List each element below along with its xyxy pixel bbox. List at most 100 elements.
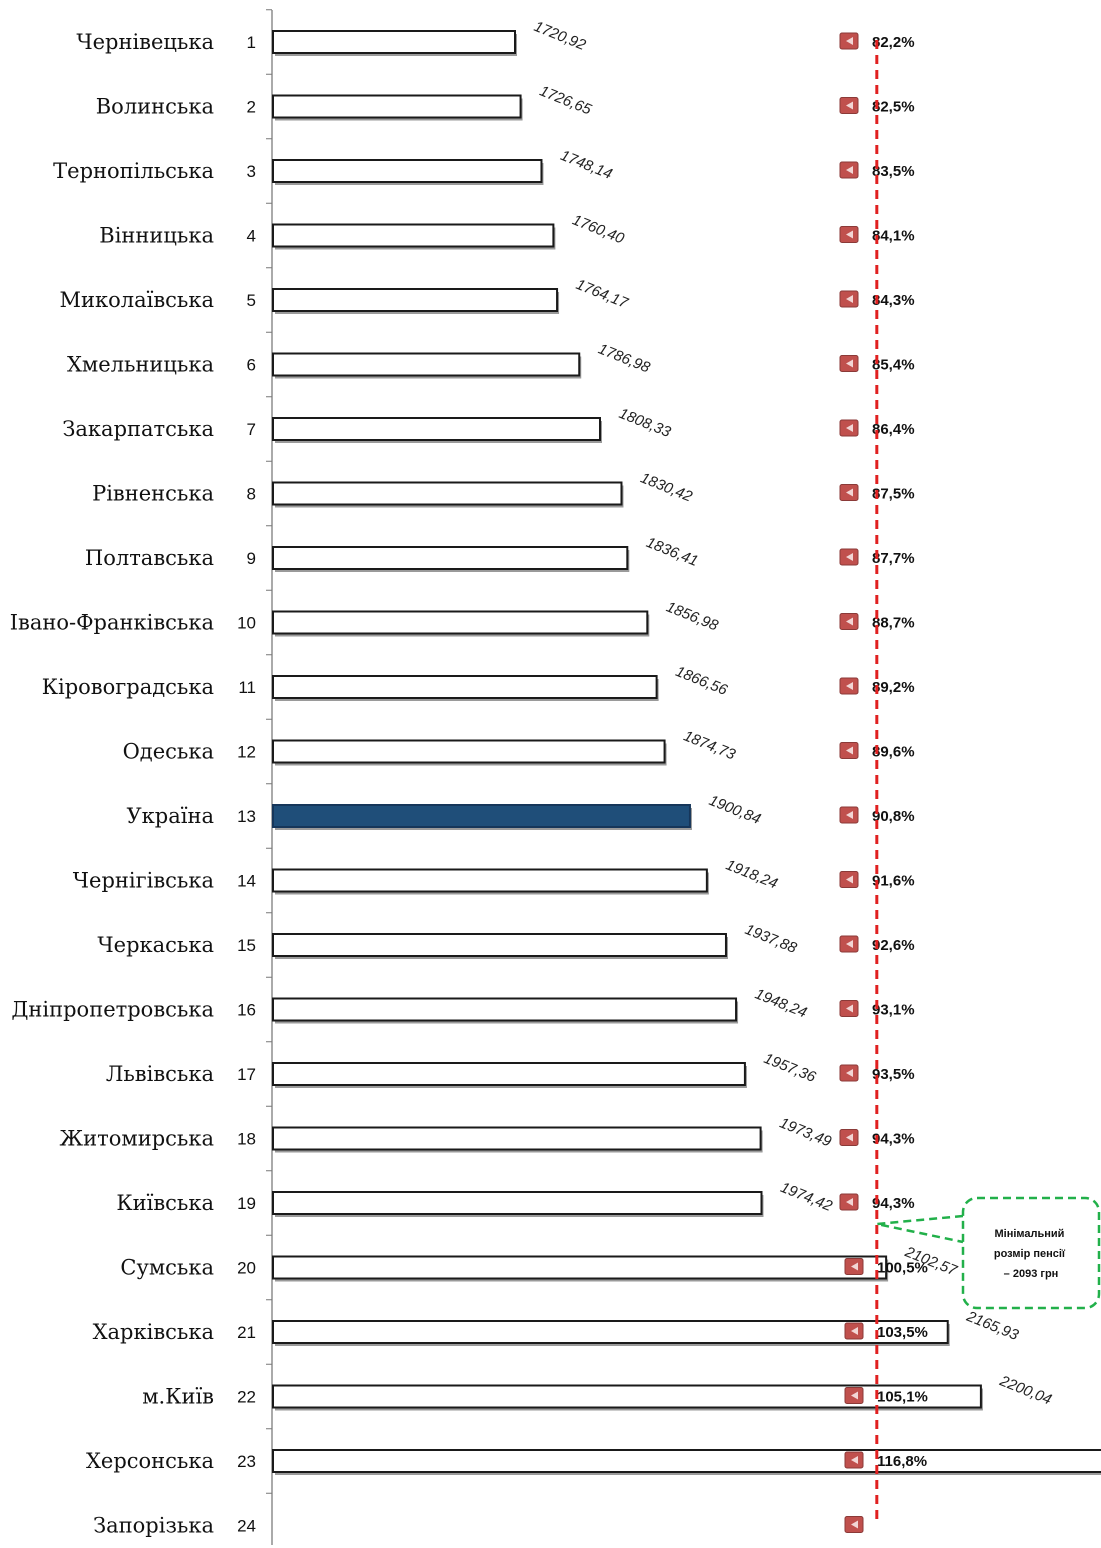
region-name: Черкаська [97,933,214,957]
rank-number: 11 [238,678,256,697]
bar [272,1449,1101,1473]
percent-marker-icon [839,935,859,953]
region-name: Чернівецька [76,30,214,54]
bar [272,223,555,248]
value-label: 1720,92 [532,18,589,54]
annotation-box [961,1196,1101,1310]
bar [272,159,543,183]
value-label: 1808,33 [616,405,673,441]
rank-number: 21 [237,1323,256,1342]
percent-marker-icon [839,677,859,695]
region-name: Херсонська [86,1449,214,1473]
bar [272,1126,762,1151]
region-name: Тернопільська [53,159,214,183]
region-name: Хмельницька [67,353,214,377]
percent-label: 116,8% [877,1453,927,1470]
region-name: Харківська [93,1320,214,1344]
bar-row: Тернопільська 3 1748,14 83,5% [53,138,915,185]
bar-row: Львівська 17 1957,36 93,5% [106,1041,915,1088]
value-label: 1760,40 [570,211,627,247]
value-label: 1748,14 [558,147,615,183]
bar-row: Дніпропетровська 16 1948,24 93,1% [11,976,915,1024]
percent-label: 94,3% [872,1195,915,1212]
percent-marker-icon [844,1516,864,1533]
percent-marker-icon [844,1322,864,1340]
value-label: 1874,73 [681,727,738,763]
region-name: Вінницька [99,224,214,248]
percent-marker-icon [839,1064,859,1082]
marker-arrow [851,1327,858,1335]
bar-row: Рівненська 8 1830,42 87,5% [92,460,915,508]
value-label: 1830,42 [638,469,695,505]
percent-label: 82,5% [872,99,915,116]
region-name: Івано-Франківська [10,611,214,635]
annotation-text: Мінімальний розмір пенсії – 2093 грн [994,1228,1068,1280]
marker-arrow [851,1520,858,1529]
region-name: Рівненська [92,482,214,506]
bar-row: м.Київ 22 2200,04 105,1% [142,1363,1054,1411]
region-name: Закарпатська [62,417,214,441]
region-name: м.Київ [142,1385,214,1409]
rank-number: 2 [247,98,256,117]
region-name: Сумська [120,1256,214,1280]
percent-marker-icon [839,419,859,437]
rank-number: 6 [247,356,256,375]
percent-marker-icon [839,161,859,179]
percent-marker-icon [839,742,859,759]
marker-arrow [846,875,853,884]
bar-row: Хмельницька 6 1786,98 85,4% [67,331,915,379]
bar-row: Чернівецька 1 1720,92 82,2% [76,9,915,56]
bar [272,997,738,1022]
value-label: 1764,17 [574,276,631,312]
percent-label: 100,5% [877,1260,928,1277]
annotation-pointer [876,1214,964,1244]
rank-number: 9 [247,549,256,568]
bar [272,352,581,377]
rank-number: 8 [247,485,256,504]
marker-arrow [846,424,853,432]
region-name: Львівська [106,1062,214,1086]
bar [272,1062,746,1086]
marker-arrow [851,1391,858,1400]
bar-row: Волинська 2 1726,65 82,5% [96,73,915,121]
region-name: Миколаївська [59,288,214,312]
rank-number: 4 [247,227,256,246]
rank-number: 5 [247,291,256,310]
bar [272,675,658,699]
bar-highlight [272,804,691,828]
marker-arrow [846,295,853,303]
percent-marker-icon [839,32,859,50]
percent-label: 93,1% [872,1002,915,1019]
percent-marker-icon [839,1000,859,1017]
marker-arrow [851,1262,858,1271]
rank-number: 16 [237,1001,256,1020]
marker-arrow [846,166,853,174]
value-label: 2165,93 [963,1308,1021,1345]
bar-row: Україна 13 1900,84 90,8% [127,783,915,830]
value-label: 1957,36 [761,1050,818,1086]
bar [272,868,708,893]
marker-arrow [846,230,853,239]
value-label: 1900,84 [706,792,763,828]
region-name: Полтавська [85,546,214,570]
marker-arrow [846,811,853,819]
bar [272,1255,888,1280]
percent-label: 88,7% [872,615,915,632]
marker-arrow [846,940,853,948]
rank-number: 7 [247,420,256,439]
bar [272,30,516,54]
rank-number: 23 [237,1452,256,1471]
percent-label: 83,5% [872,163,915,180]
percent-marker-icon [839,290,859,308]
bar-row: Черкаська 15 1937,88 92,6% [97,912,915,959]
value-label: 1937,88 [742,921,799,957]
rank-number: 20 [237,1259,256,1278]
percent-marker-icon [844,1451,864,1469]
annotation-callout: Мінімальний розмір пенсії – 2093 грн [876,1196,1101,1310]
percent-label: 87,5% [872,486,915,503]
percent-label: 105,1% [877,1389,928,1406]
bar-row: Харківська 21 2165,93 103,5% [93,1299,1021,1346]
percent-label: 92,6% [872,937,915,954]
percent-label: 85,4% [872,357,915,374]
